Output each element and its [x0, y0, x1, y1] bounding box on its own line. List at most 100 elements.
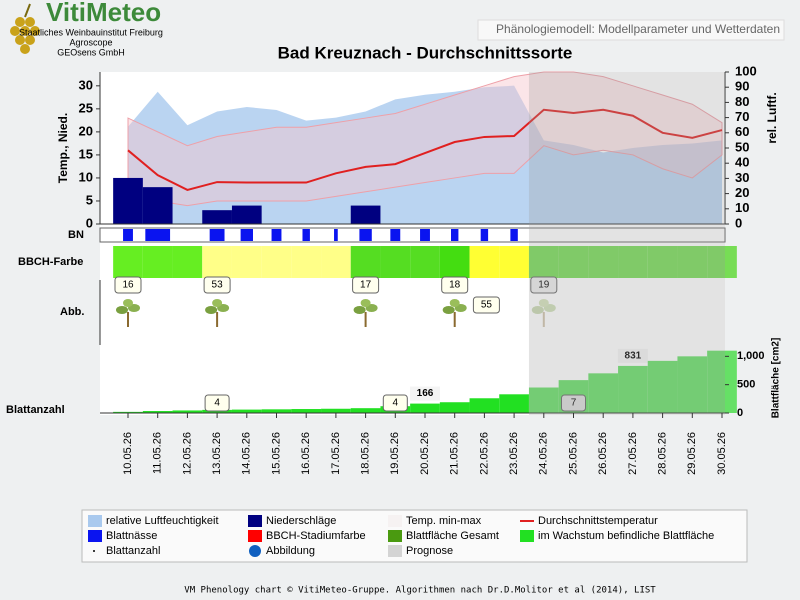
- leaf-area-bar: [321, 408, 351, 413]
- bbch-color: [202, 246, 232, 278]
- humidity-area: [128, 85, 722, 225]
- bbch-color: [618, 246, 648, 278]
- y2-tick-label: 20: [735, 185, 749, 200]
- y2-tick-label: 80: [735, 94, 749, 109]
- bbch-color: [707, 246, 737, 278]
- legend-label: Temp. min-max: [406, 515, 482, 527]
- bn-row: [99, 227, 726, 243]
- y-tick-label: 5: [86, 192, 93, 207]
- legend-swatch: [520, 530, 534, 542]
- stage-box: [441, 276, 469, 294]
- leaf-count-label: 4: [393, 398, 399, 409]
- legend: [81, 509, 748, 563]
- logo-text: VitiMeteo: [46, 0, 161, 27]
- leaf: [205, 306, 218, 314]
- tab[interactable]: [477, 19, 785, 41]
- precipitation-bar: [231, 205, 262, 224]
- x-tick-label: 30.05.26: [716, 432, 728, 475]
- leaf-area-bar: [261, 409, 292, 413]
- leaf-area-bar: [677, 356, 708, 413]
- x-tick-label: 25.05.26: [567, 432, 579, 475]
- count-box: [561, 394, 586, 412]
- leaf-wetness: [271, 229, 282, 241]
- leaf: [116, 306, 128, 314]
- bbch-color: [231, 246, 262, 278]
- leaf-tick-label: 500: [737, 379, 755, 391]
- bbch-color: [439, 246, 470, 278]
- x-tick-label: 27.05.26: [627, 432, 639, 475]
- leaf-wetness: [480, 229, 489, 241]
- bbch-color: [380, 246, 411, 278]
- leaf-area-bar: [528, 387, 559, 413]
- y2-tick-label: 100: [735, 63, 757, 78]
- row-label: Abb.: [60, 306, 84, 318]
- leaf: [531, 306, 544, 314]
- leaf: [123, 299, 133, 307]
- leaf-wetness: [359, 229, 372, 241]
- row-label: Blattanzahl: [6, 404, 65, 416]
- bbch-color: [558, 246, 589, 278]
- leaf-wetness: [240, 229, 253, 241]
- row-label: BBCH-Farbe: [18, 256, 83, 268]
- x-tick-label: 19.05.26: [389, 432, 401, 475]
- leaf-wetness: [390, 229, 401, 241]
- x-tick-label: 26.05.26: [597, 432, 609, 475]
- temp-mean-line: [127, 108, 723, 191]
- x-tick-label: 23.05.26: [508, 432, 520, 475]
- leaf: [360, 299, 371, 307]
- bbch-color: [261, 246, 292, 278]
- y2-tick-label: 90: [735, 79, 749, 94]
- y2-axis-label: rel. Luftf.: [765, 92, 779, 143]
- org-line: Agroscope: [69, 37, 112, 47]
- leaf-wetness: [334, 229, 338, 241]
- leaf-area-bar: [231, 409, 262, 413]
- value-box: [617, 348, 648, 363]
- leaf-wetness: [450, 229, 459, 241]
- leaf-icon: [116, 299, 140, 327]
- tab-label: Phänologiemodell: Modellparameter und We…: [496, 22, 780, 36]
- org-line: GEOsens GmbH: [57, 47, 125, 57]
- count-box: [382, 394, 408, 412]
- x-tick-label: 16.05.26: [300, 432, 312, 475]
- legend-swatch: [88, 515, 102, 527]
- x-tick-label: 17.05.26: [330, 432, 342, 475]
- x-tick-label: 21.05.26: [449, 432, 461, 475]
- legend-label: Blattfläche Gesamt: [406, 530, 499, 542]
- stage-label: 16: [122, 280, 134, 291]
- legend-label: Prognose: [406, 545, 453, 557]
- leaf-count-label: 7: [571, 398, 577, 409]
- row-label: BN: [68, 229, 84, 241]
- leaf-wetness: [420, 229, 430, 241]
- leaf-area-bar: [439, 402, 470, 413]
- leaf: [442, 306, 455, 314]
- leaf-area-bar: [588, 373, 619, 413]
- y2-tick-label: 60: [735, 124, 749, 139]
- value-box: [410, 386, 440, 401]
- value-label: 831: [625, 351, 642, 362]
- x-tick-label: 20.05.26: [419, 432, 431, 475]
- leaf-icon: [442, 299, 467, 327]
- y2-tick-label: 50: [735, 139, 749, 154]
- stage-label: 17: [360, 280, 372, 291]
- leaf-area-bar: [499, 394, 529, 413]
- legend-swatch: [248, 515, 262, 527]
- y-axis-label: Temp., Nied.: [56, 113, 70, 183]
- y-tick-label: 30: [79, 77, 93, 92]
- leaf-wetness: [302, 229, 310, 241]
- x-tick-label: 15.05.26: [270, 432, 282, 475]
- leaf-area-bar: [113, 411, 143, 413]
- y-tick-label: 15: [79, 146, 93, 161]
- precipitation-bar: [202, 210, 232, 224]
- leaf-area-bar: [647, 360, 678, 413]
- y-tick-label: 20: [79, 123, 93, 138]
- bbch-color: [499, 246, 529, 278]
- bbch-color: [677, 246, 708, 278]
- legend-label: im Wachstum befindliche Blattfläche: [538, 530, 714, 542]
- leaf-wetness: [510, 229, 518, 241]
- bbch-color: [291, 246, 322, 278]
- leaf: [538, 299, 549, 307]
- x-tick-label: 24.05.26: [538, 432, 550, 475]
- leaf-tick-label: 0: [737, 407, 743, 419]
